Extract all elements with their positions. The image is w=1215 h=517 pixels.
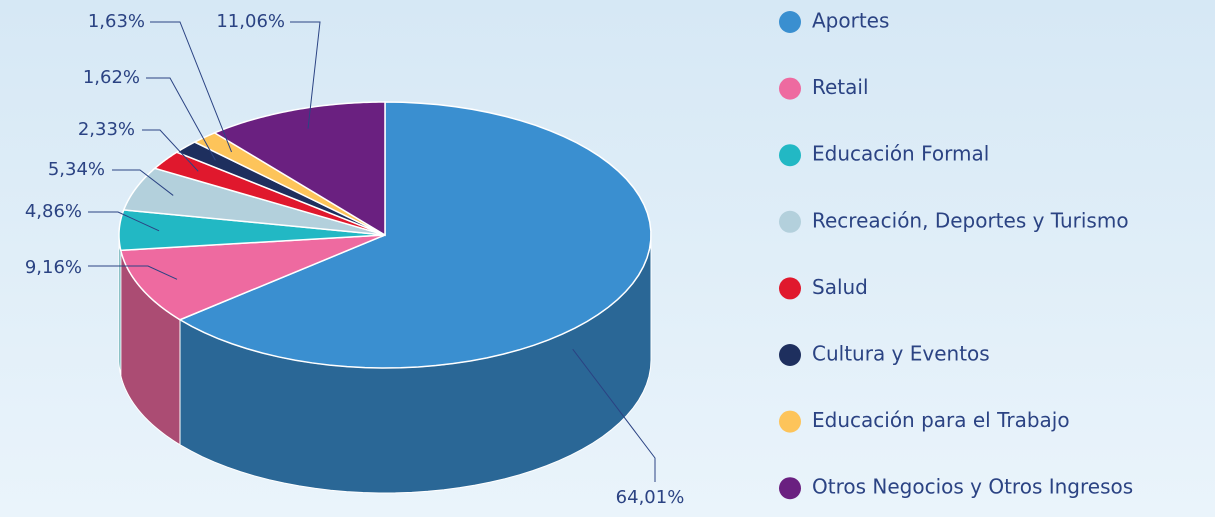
- pie-slice-side: [118, 234, 122, 376]
- leader-line: [88, 265, 178, 280]
- legend-label: Aportes: [812, 9, 889, 33]
- legend-label: Recreación, Deportes y Turismo: [812, 208, 1129, 232]
- leader-line: [112, 169, 174, 196]
- pie-slice: [178, 101, 652, 369]
- legend-label: Educación para el Trabajo: [812, 408, 1070, 432]
- legend-marker: [779, 277, 801, 300]
- pie-slice: [153, 151, 386, 236]
- data-label: 9,16%: [25, 257, 82, 278]
- leader-line: [142, 129, 199, 172]
- legend-marker: [779, 210, 801, 233]
- legend-label: Educación Formal: [812, 142, 989, 166]
- data-label: 1,63%: [88, 11, 145, 32]
- leader-line: [150, 21, 233, 153]
- pie-slice: [213, 101, 386, 237]
- data-label: 2,33%: [78, 119, 135, 140]
- legend-marker: [779, 11, 801, 33]
- data-label: 11,06%: [216, 11, 285, 32]
- legend-marker: [779, 77, 801, 100]
- legend-label: Salud: [812, 275, 868, 299]
- pie-slice: [122, 167, 386, 236]
- legend-marker: [779, 344, 801, 366]
- legend-label: Retail: [812, 75, 869, 99]
- data-label: 5,34%: [48, 159, 105, 180]
- leader-line: [290, 21, 321, 129]
- legend-label: Cultura y Eventos: [812, 342, 990, 366]
- pie-slice: [193, 131, 386, 236]
- leader-line: [88, 211, 160, 232]
- pie-slice: [118, 209, 386, 252]
- legend-marker: [779, 410, 801, 433]
- data-label: 64,01%: [616, 487, 685, 508]
- legend-marker: [779, 477, 801, 500]
- leader-line: [146, 77, 216, 161]
- data-label: 4,86%: [25, 201, 82, 222]
- pie-slice: [119, 234, 386, 321]
- legend-label: Otros Negocios y Otros Ingresos: [812, 475, 1133, 499]
- legend-marker: [779, 144, 801, 167]
- leader-line: [572, 348, 656, 482]
- data-label: 1,62%: [83, 67, 140, 88]
